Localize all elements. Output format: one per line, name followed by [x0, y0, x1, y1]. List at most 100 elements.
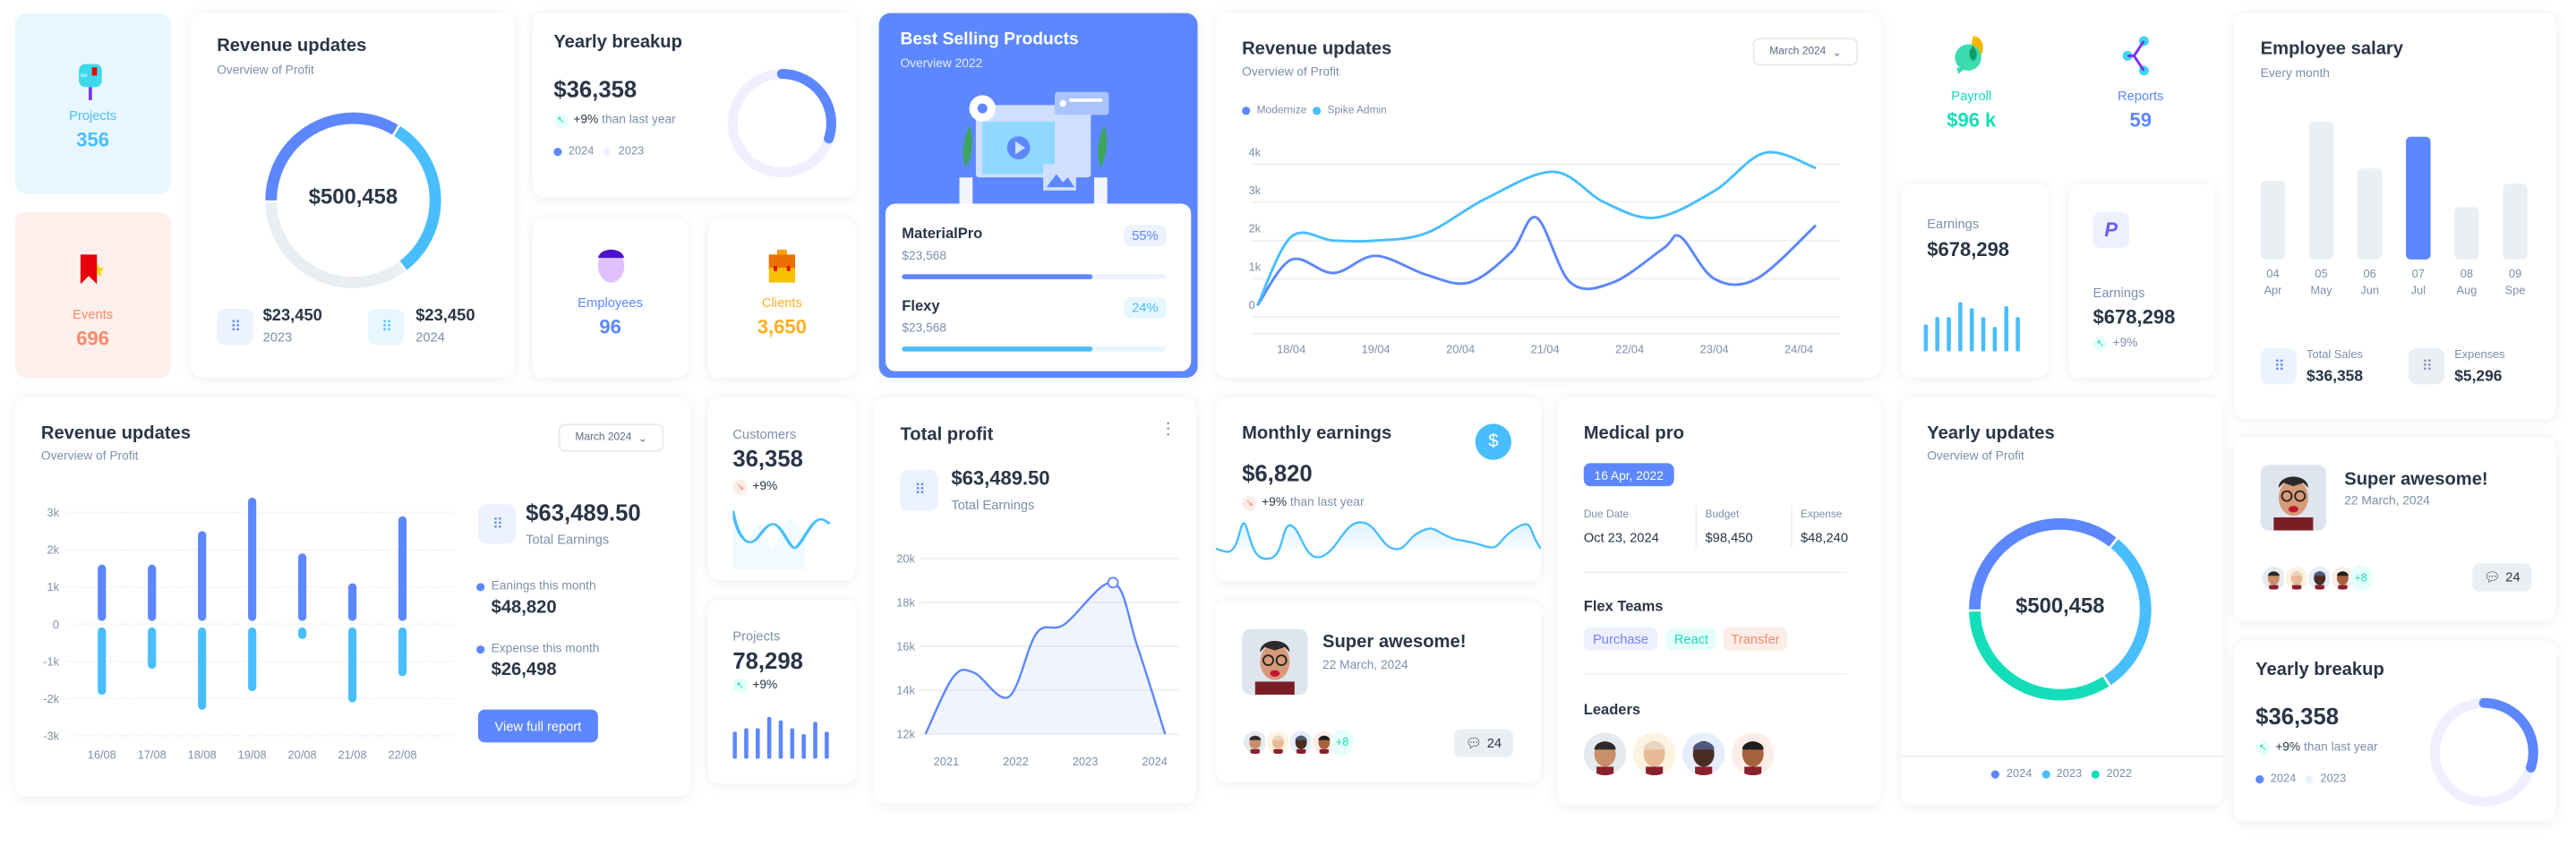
tick-label: 2024 — [1142, 755, 1168, 768]
leader-avatar[interactable] — [1583, 732, 1627, 776]
more-vertical-icon[interactable]: ⋮ — [1160, 420, 1177, 439]
earnings-bar — [98, 564, 107, 621]
leader-avatar[interactable] — [1682, 732, 1725, 776]
trend-value: +9% — [752, 477, 778, 493]
tick-label: 12k — [896, 728, 915, 741]
month-select[interactable]: March 2024 ⌄ — [558, 423, 664, 452]
earnings-bar — [148, 564, 157, 621]
shirt — [2273, 517, 2314, 531]
reports-label: Reports — [2118, 89, 2164, 104]
donut-segment — [265, 112, 441, 289]
legend-2023: 2023 — [618, 146, 645, 158]
view-full-report-button[interactable]: View full report — [477, 709, 598, 743]
paypal-icon: P — [2092, 211, 2129, 249]
avatar-face — [1682, 732, 1725, 776]
tick-label: 05 — [2315, 267, 2327, 280]
tag-react[interactable]: React — [1665, 627, 1717, 651]
mini-bar — [813, 722, 817, 759]
projects-card[interactable]: Projects 356 — [14, 13, 171, 194]
projects-bar-sparkline — [732, 716, 829, 759]
mini-bar — [1923, 324, 1929, 352]
salary-bar-chart: 04 Apr 05 May 06 Jun 07 Jul 08 Aug 09 Spe — [2260, 121, 2528, 296]
bookmark-star-icon — [80, 254, 105, 285]
projects-label: Projects — [732, 628, 781, 645]
tick-label: 22/04 — [1615, 342, 1644, 355]
avatar-shirt — [2291, 585, 2302, 590]
total-profit-label: Total Earnings — [951, 497, 1035, 513]
comments-button[interactable]: 💬︎ 24 — [2472, 563, 2532, 592]
hair — [1260, 641, 1290, 653]
mini-bar — [1969, 308, 1974, 352]
peak-marker — [1107, 576, 1119, 589]
avatar — [2329, 565, 2357, 592]
avatar-illustration — [2273, 476, 2314, 531]
earnings-bar — [298, 553, 307, 621]
product-percent-badge: 24% — [1124, 297, 1167, 319]
avatar — [1242, 628, 1308, 696]
yearly-breakup-ring — [727, 69, 836, 178]
avatar — [1242, 729, 1269, 756]
grid-icon: ⠿ — [900, 469, 938, 511]
trend: ↘ +9% than last year — [1242, 494, 1365, 510]
revenue-bars-card: Revenue updates Overview of Profit March… — [14, 397, 690, 797]
clients-label: Clients — [761, 295, 802, 311]
tick-label: May — [2310, 283, 2332, 296]
comments-button[interactable]: 💬︎ 24 — [1453, 729, 1513, 757]
salary-bar — [2406, 136, 2431, 260]
tick-label: Jun — [2360, 283, 2379, 296]
avatar-face — [2307, 567, 2332, 590]
avatar-face — [1313, 730, 1336, 755]
expense-bar — [198, 627, 207, 710]
projects-label: Projects — [69, 108, 117, 124]
avatar-face — [2331, 567, 2355, 590]
clients-card[interactable]: Clients 3,650 — [707, 218, 856, 379]
series-line-spike-admin — [1256, 150, 1817, 306]
donut-center-value: $500,458 — [2015, 593, 2105, 618]
card-title: Yearly breakup — [2255, 660, 2384, 680]
tick-label: 2023 — [1073, 755, 1099, 768]
tag-transfer[interactable]: Transfer — [1723, 627, 1788, 651]
card-title: Revenue updates — [217, 36, 367, 56]
tick-label: 18/04 — [1277, 342, 1305, 355]
grid-icon: ⠿ — [477, 504, 517, 544]
customers-value: 36,358 — [732, 445, 803, 472]
earnings-value: $678,298 — [1927, 238, 2010, 261]
employees-card[interactable]: Employees 96 — [532, 218, 689, 379]
events-card[interactable]: Events 696 — [14, 211, 171, 379]
card-title: Monthly earnings — [1242, 423, 1392, 444]
mini-bar — [825, 731, 829, 759]
tick-label: Jul — [2411, 283, 2426, 296]
leader-avatar[interactable] — [1731, 732, 1775, 776]
trend: ↖ +9% than last year — [553, 112, 676, 128]
legend: 2024 2023 2022 — [1901, 769, 2223, 781]
tick-label: 0 — [53, 618, 59, 631]
avatar-hair — [1249, 735, 1262, 740]
avatar-hair — [2267, 571, 2280, 576]
donut-segment — [265, 112, 441, 289]
face — [1260, 644, 1290, 680]
stat-label: 2024 — [415, 329, 445, 346]
earnings-bar-sparkline — [1923, 302, 2020, 352]
leader-avatar[interactable] — [1632, 732, 1676, 776]
tag-purchase[interactable]: Purchase — [1583, 627, 1658, 651]
monthly-earnings-card: Monthly earnings $ $6,820 ↘ +9% than last… — [1215, 397, 1542, 582]
comments-count: 24 — [1486, 735, 1502, 751]
post-card: Super awesome! 22 March, 2024 +8 💬︎ 24 — [1215, 601, 1542, 782]
legend-2024: 2024 — [568, 146, 595, 158]
customers-sparkline — [732, 510, 831, 570]
tick-label: 2021 — [934, 755, 960, 768]
yearly-breakup-value: $36,358 — [553, 75, 638, 102]
tick-label: 1k — [47, 580, 59, 594]
grid-icon: ⠿ — [2260, 347, 2298, 385]
yearly-updates-donut — [1969, 517, 2152, 701]
mini-bar — [744, 728, 749, 759]
expense-value: $48,240 — [1800, 530, 1849, 546]
month-select[interactable]: March 2024 ⌄ — [1752, 38, 1859, 66]
products-panel: MaterialPro $23,568 55% Flexy $23,568 24… — [885, 203, 1192, 371]
payroll-reports-panel: Payroll $96 k Reports 59 — [1897, 13, 2220, 169]
tick-label: 24/04 — [1784, 342, 1813, 355]
progress-track — [902, 274, 1167, 279]
tick-label: 4k — [1248, 145, 1261, 158]
salary-bar — [2503, 184, 2528, 260]
trend-value: +9% — [2112, 335, 2138, 350]
